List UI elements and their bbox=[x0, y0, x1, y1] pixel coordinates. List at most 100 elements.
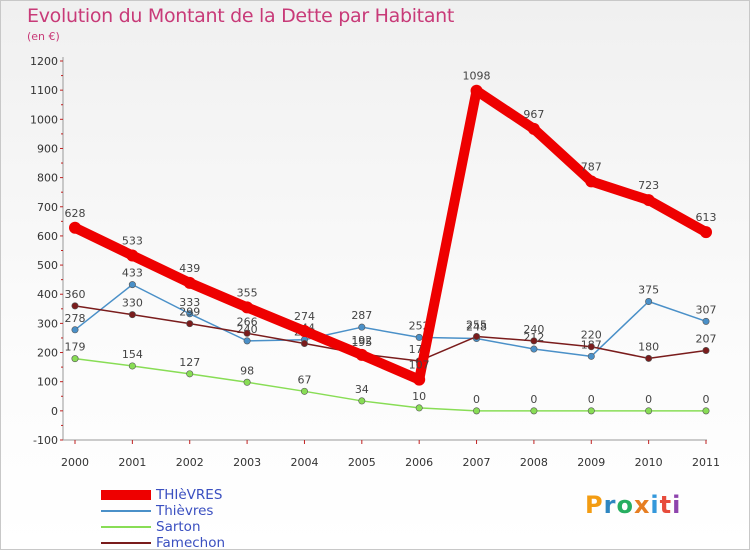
y-tick-label: 1100 bbox=[30, 84, 58, 97]
data-point bbox=[527, 122, 540, 135]
brand-letter: x bbox=[633, 491, 651, 519]
x-tick-label: 2010 bbox=[635, 456, 663, 469]
data-label: 287 bbox=[351, 309, 372, 322]
legend-swatch-thievres-upper bbox=[101, 490, 151, 500]
y-tick-label: 1000 bbox=[30, 113, 58, 126]
y-tick-label: 400 bbox=[37, 288, 58, 301]
data-point bbox=[702, 346, 710, 354]
data-point bbox=[186, 370, 194, 378]
data-label: 0 bbox=[473, 393, 480, 406]
data-point bbox=[241, 301, 254, 314]
data-label: 533 bbox=[122, 234, 143, 247]
data-label: 274 bbox=[294, 310, 315, 323]
data-point bbox=[71, 326, 79, 334]
legend-label: THIèVRES bbox=[156, 487, 223, 503]
legend-item-famechon[interactable]: Famechon bbox=[101, 535, 225, 551]
data-point bbox=[587, 343, 595, 351]
data-label: 192 bbox=[351, 334, 372, 347]
data-point bbox=[645, 298, 653, 306]
data-label: 355 bbox=[237, 286, 258, 299]
data-label: 207 bbox=[696, 332, 717, 345]
data-label: 180 bbox=[638, 340, 659, 353]
data-label: 278 bbox=[65, 312, 86, 325]
data-point bbox=[71, 302, 79, 310]
chart-subtitle: (en €) bbox=[27, 30, 60, 43]
data-point bbox=[128, 362, 136, 370]
legend-item-thievres[interactable]: Thièvres bbox=[101, 503, 225, 519]
chart-title: Evolution du Montant de la Dette par Hab… bbox=[27, 5, 455, 27]
brand-letter: P bbox=[585, 491, 604, 519]
x-tick-label: 2009 bbox=[577, 456, 605, 469]
data-label: 299 bbox=[179, 306, 200, 319]
brand-letter: o bbox=[616, 491, 634, 519]
legend-label: Thièvres bbox=[156, 503, 214, 519]
data-label: 0 bbox=[645, 393, 652, 406]
data-label: 240 bbox=[523, 323, 544, 336]
data-point bbox=[645, 407, 653, 415]
x-tick-label: 2001 bbox=[118, 456, 146, 469]
data-label: 333 bbox=[179, 296, 200, 309]
brand-logo: Proxiti bbox=[585, 491, 681, 519]
x-tick-label: 2002 bbox=[176, 456, 204, 469]
data-point bbox=[530, 337, 538, 345]
data-point bbox=[186, 310, 194, 318]
y-tick-label: -100 bbox=[33, 434, 58, 447]
data-point bbox=[415, 404, 423, 412]
data-label: 179 bbox=[65, 341, 86, 354]
data-point bbox=[183, 276, 196, 289]
data-point bbox=[69, 221, 81, 234]
data-point bbox=[700, 226, 712, 239]
data-point bbox=[530, 407, 538, 415]
data-point bbox=[128, 311, 136, 319]
data-label: 0 bbox=[703, 393, 710, 406]
data-point bbox=[702, 407, 710, 415]
y-tick-label: 700 bbox=[37, 201, 58, 214]
legend-item-thievres-upper[interactable]: THIèVRES bbox=[101, 487, 225, 503]
data-point bbox=[413, 373, 426, 386]
legend-label: Sarton bbox=[156, 519, 201, 535]
data-point bbox=[186, 320, 194, 328]
data-point bbox=[645, 354, 653, 362]
data-label: 220 bbox=[581, 329, 602, 342]
data-point bbox=[470, 84, 483, 97]
data-point bbox=[642, 194, 655, 207]
x-tick-label: 2003 bbox=[233, 456, 261, 469]
data-label: 439 bbox=[179, 262, 200, 275]
y-tick-label: 500 bbox=[37, 259, 58, 272]
data-point bbox=[243, 337, 251, 345]
legend-item-sarton[interactable]: Sarton bbox=[101, 519, 225, 535]
y-tick-label: 200 bbox=[37, 347, 58, 360]
data-point bbox=[128, 281, 136, 289]
data-point bbox=[702, 317, 710, 325]
data-label: 266 bbox=[237, 315, 258, 328]
data-label: 307 bbox=[696, 303, 717, 316]
series-line-thièvres bbox=[70, 85, 711, 385]
brand-letter: t bbox=[659, 491, 673, 519]
x-tick-label: 2005 bbox=[348, 456, 376, 469]
data-point bbox=[243, 378, 251, 386]
data-label: 154 bbox=[122, 348, 143, 361]
legend-swatch-sarton bbox=[101, 526, 151, 528]
data-label: 360 bbox=[65, 288, 86, 301]
brand-letter: r bbox=[603, 491, 617, 519]
data-point bbox=[300, 387, 308, 395]
data-label: 628 bbox=[65, 207, 86, 220]
data-label: 248 bbox=[466, 321, 487, 334]
data-point bbox=[415, 333, 423, 341]
brand-letter: i bbox=[672, 491, 682, 519]
y-tick-label: 100 bbox=[37, 376, 58, 389]
data-label: 330 bbox=[122, 297, 143, 310]
data-point bbox=[473, 333, 481, 341]
data-label: 195 bbox=[351, 336, 372, 349]
legend: THIèVRES Thièvres Sarton Famechon bbox=[101, 487, 225, 551]
x-tick-label: 2008 bbox=[520, 456, 548, 469]
data-label: 67 bbox=[297, 373, 311, 386]
x-tick-label: 2007 bbox=[463, 456, 491, 469]
data-point bbox=[473, 407, 481, 415]
y-tick-label: 800 bbox=[37, 172, 58, 185]
data-point bbox=[358, 323, 366, 331]
y-tick-label: 300 bbox=[37, 317, 58, 330]
data-label: 723 bbox=[638, 179, 659, 192]
